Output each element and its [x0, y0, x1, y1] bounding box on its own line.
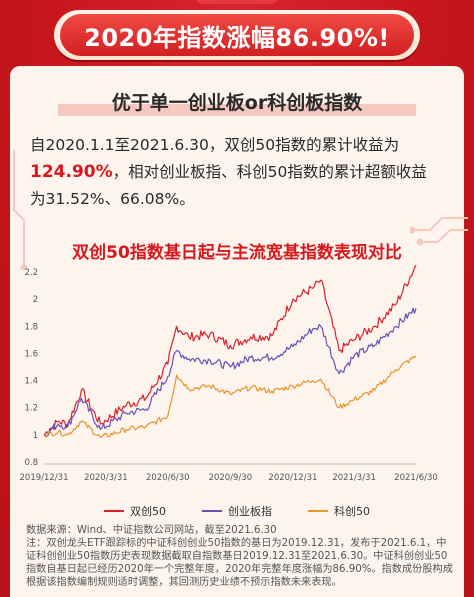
y-tick-label: 1.4 — [24, 377, 38, 387]
x-tick-label: 2019/12/31 — [20, 473, 69, 483]
legend-swatch-kc50 — [308, 510, 328, 512]
y-tick-label: 1 — [33, 431, 38, 441]
legend-item-cyb: 创业板指 — [202, 503, 272, 519]
x-tick-label: 2020/6/30 — [146, 473, 190, 483]
content-card — [10, 66, 464, 597]
series-line-sc50 — [43, 264, 417, 436]
y-tick-label: 1.2 — [24, 404, 38, 414]
circuit-decoration-right — [410, 217, 468, 246]
cumulative-return-highlight: 124.90% — [30, 162, 113, 182]
series-lines — [43, 264, 417, 439]
x-tick-label: 2021/6/30 — [394, 473, 438, 483]
legend-swatch-sc50 — [104, 510, 124, 512]
legend-label-cyb: 创业板指 — [228, 505, 272, 518]
y-tick-label: 1.8 — [24, 322, 38, 332]
y-tick-label: 2 — [33, 295, 38, 305]
y-tick-label: 1.6 — [24, 349, 38, 359]
chart-legend: 双创50 创业板指 科创50 — [0, 503, 474, 519]
subheading: 优于单一创业板or科创板指数 — [58, 86, 416, 116]
y-tick-label: 0.8 — [24, 458, 38, 468]
legend-swatch-cyb — [202, 510, 222, 512]
y-tick-label: 2.2 — [24, 268, 38, 278]
summary-text-2: ，相对创业板指、科创50指数的累计超额收益为31.52%、66.08%。 — [30, 163, 427, 208]
top-tab-decoration — [195, 0, 279, 4]
footnotes: 数据来源：Wind、中证指数公司网站，截至2021.6.30 注：双创龙头ETF… — [26, 524, 454, 589]
banner-title: 2020年指数涨幅86.90%! — [60, 14, 414, 56]
x-axis: 2019/12/31 2020/3/31 2020/6/30 2020/9/30 202… — [20, 463, 438, 483]
circuit-decoration-left — [13, 150, 28, 270]
legend-item-kc50: 科创50 — [308, 503, 370, 519]
summary-text-1: 自2020.1.1至2021.6.30，双创50指数的累计收益为 — [30, 136, 400, 154]
x-tick-label: 2021/3/31 — [332, 473, 376, 483]
x-tick-label: 2020/3/31 — [84, 473, 128, 483]
legend-label-kc50: 科创50 — [334, 505, 370, 518]
legend-item-sc50: 双创50 — [104, 503, 166, 519]
x-tick-label: 2020/12/31 — [268, 473, 317, 483]
y-axis: 0.8 1 1.2 1.4 1.6 1.8 2 2.2 — [24, 268, 38, 468]
disclaimer-note: 注：双创龙头ETF跟踪标的中证科创创业50指数的基日为2019.12.31，发布… — [26, 538, 453, 588]
x-tick-label: 2020/9/30 — [209, 473, 253, 483]
chart-title: 双创50指数基日起与主流宽基指数表现对比 — [72, 243, 402, 263]
series-line-cyb — [43, 307, 417, 438]
legend-label-sc50: 双创50 — [130, 505, 166, 518]
summary-paragraph: 自2020.1.1至2021.6.30，双创50指数的累计收益为 124.90%… — [30, 132, 440, 213]
data-source: 数据来源：Wind、中证指数公司网站，截至2021.6.30 — [26, 525, 277, 536]
series-line-kc50 — [43, 355, 417, 439]
